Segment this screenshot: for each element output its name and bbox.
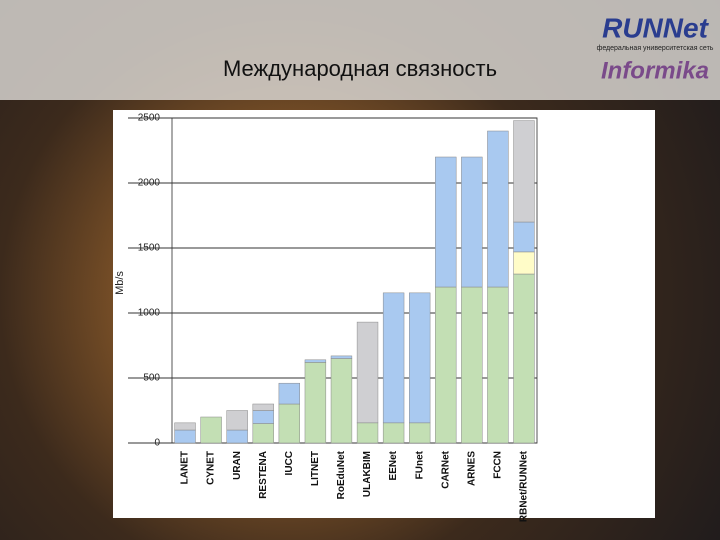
x-tick-label: RESTENA <box>258 451 269 499</box>
x-tick-label: ULAKBIM <box>362 451 373 497</box>
bar-segment <box>513 273 535 444</box>
bar-segment <box>356 422 379 444</box>
y-axis-label: Mb/s <box>114 271 126 295</box>
bar-segment <box>435 156 457 288</box>
bar-segment <box>200 416 222 444</box>
x-tick-label: CYNET <box>206 451 217 485</box>
bar-segment <box>304 359 327 363</box>
bar-segment <box>252 423 274 444</box>
bar-segment <box>252 410 274 424</box>
bar-segment <box>356 321 379 424</box>
x-tick-label: CARNet <box>440 450 451 488</box>
x-tick-label: RoEduNet <box>336 450 347 499</box>
logo-subtitle: федеральная университетская сеть <box>597 45 714 52</box>
bar-segment <box>513 221 535 253</box>
x-tick-label: URAN <box>232 451 243 480</box>
x-tick-label: EENet <box>388 450 399 480</box>
bar-segment <box>487 286 509 444</box>
bar-segment <box>513 120 535 223</box>
logo-brand: Informika <box>601 57 709 84</box>
x-tick-label: RBNet/RUNNet <box>519 450 530 522</box>
bar-segment <box>435 286 457 444</box>
logo: RUNNet <box>602 12 709 43</box>
bar-segment <box>226 410 248 431</box>
x-tick-label: IUCC <box>284 451 295 475</box>
bar-segment <box>409 422 431 444</box>
header-band <box>0 0 720 100</box>
x-tick-label: LITNET <box>310 451 321 486</box>
bar-segment <box>252 403 274 411</box>
bar-segment <box>304 362 327 444</box>
bar-segment <box>409 292 431 424</box>
bar-segment <box>330 358 353 444</box>
bar-segment <box>487 130 509 288</box>
bar-segment <box>461 286 483 444</box>
x-tick-label: FUnet <box>414 450 425 479</box>
bar-segment <box>226 429 248 444</box>
bar-segment <box>461 156 483 288</box>
bar-segment <box>513 251 535 275</box>
bar-segment <box>382 292 405 424</box>
bar-segment <box>330 355 353 359</box>
bar-segment <box>174 422 196 431</box>
bar-segment <box>278 403 300 444</box>
bar-segment <box>278 382 300 405</box>
x-tick-label: FCCN <box>493 451 504 479</box>
bar-segment <box>174 429 196 444</box>
x-tick-label: LANET <box>180 451 191 484</box>
x-tick-label: ARNES <box>466 451 477 486</box>
bar-segment <box>382 422 405 444</box>
slide-title: Международная связность <box>223 56 497 81</box>
